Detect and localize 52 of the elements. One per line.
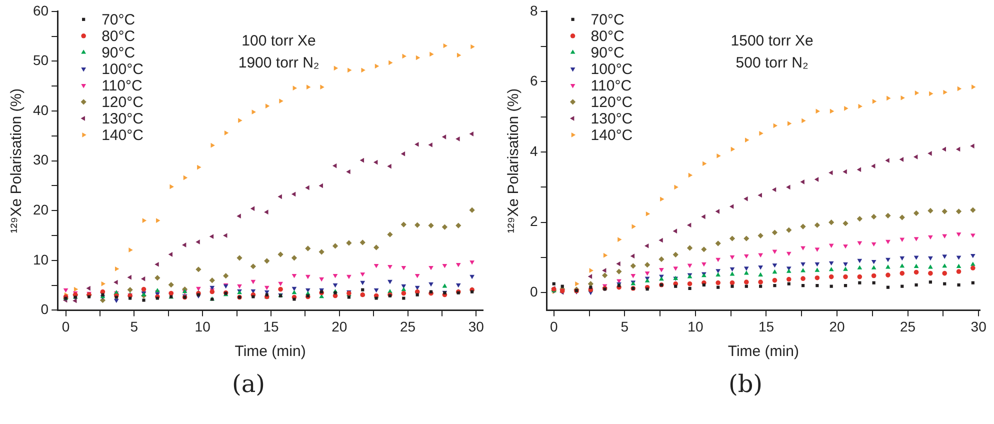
annotation: 1900 torr N₂: [238, 54, 320, 72]
y-tick-label: 4: [530, 142, 538, 159]
y-tick-label: 30: [32, 152, 49, 168]
legend-label: 130°C: [590, 110, 633, 128]
x-tick-label: 20: [332, 318, 348, 334]
x-tick-label: 5: [130, 318, 138, 334]
text: (b): [727, 370, 764, 398]
legend-label: 110°C: [590, 78, 632, 95]
legend-label: 90°C: [102, 44, 136, 62]
y-axis-title: ¹²⁹Xe Polarisation (%): [505, 88, 522, 234]
x-axis-title: Time (min): [728, 343, 799, 360]
legend-label: 110°C: [102, 78, 142, 95]
legend-label: 100°C: [102, 61, 144, 78]
x-tick-label: 10: [688, 318, 704, 334]
y-tick-label: 2: [530, 213, 538, 230]
legend-label: 130°C: [102, 110, 144, 128]
y-tick-label: 10: [32, 251, 49, 268]
text: (a): [230, 370, 266, 398]
y-tick-label: 40: [32, 102, 49, 118]
legend-label: 90°C: [590, 44, 624, 62]
y-tick-label: 8: [530, 2, 538, 18]
x-tick-label: 30: [468, 318, 484, 334]
y-axis-title: ¹²⁹Xe Polarisation (%): [8, 88, 26, 234]
y-tick-label: 60: [32, 2, 49, 18]
y-tick-label: 20: [32, 201, 49, 218]
legend-label: 70°C: [590, 12, 624, 29]
y-tick-label: 0: [530, 283, 538, 300]
x-tick-label: 15: [263, 318, 279, 334]
x-axis-title: Time (min): [234, 343, 306, 360]
annotation: 500 torr N₂: [736, 54, 808, 72]
y-tick-label: 50: [32, 52, 49, 68]
legend-label: 80°C: [102, 28, 136, 46]
x-tick-label: 0: [62, 318, 70, 334]
annotation: 100 torr Xe: [242, 32, 316, 50]
x-tick-label: 25: [900, 318, 916, 334]
x-tick-label: 15: [758, 318, 774, 334]
y-tick-label: 6: [530, 72, 538, 89]
legend-label: 70°C: [102, 12, 136, 29]
x-tick-label: 20: [829, 318, 846, 334]
legend-label: 140°C: [102, 127, 144, 144]
legend-label: 100°C: [590, 61, 633, 78]
x-tick-label: 30: [970, 318, 987, 334]
legend-label: 140°C: [590, 127, 633, 144]
annotation: 1500 torr Xe: [730, 32, 814, 50]
x-tick-label: 25: [400, 318, 416, 334]
x-tick-label: 0: [550, 318, 558, 334]
x-tick-label: 10: [194, 318, 211, 334]
legend-label: 120°C: [102, 94, 144, 112]
legend-label: 120°C: [590, 94, 633, 112]
y-tick-label: 0: [40, 301, 49, 318]
legend-label: 80°C: [590, 28, 624, 46]
x-tick-label: 5: [620, 318, 629, 334]
